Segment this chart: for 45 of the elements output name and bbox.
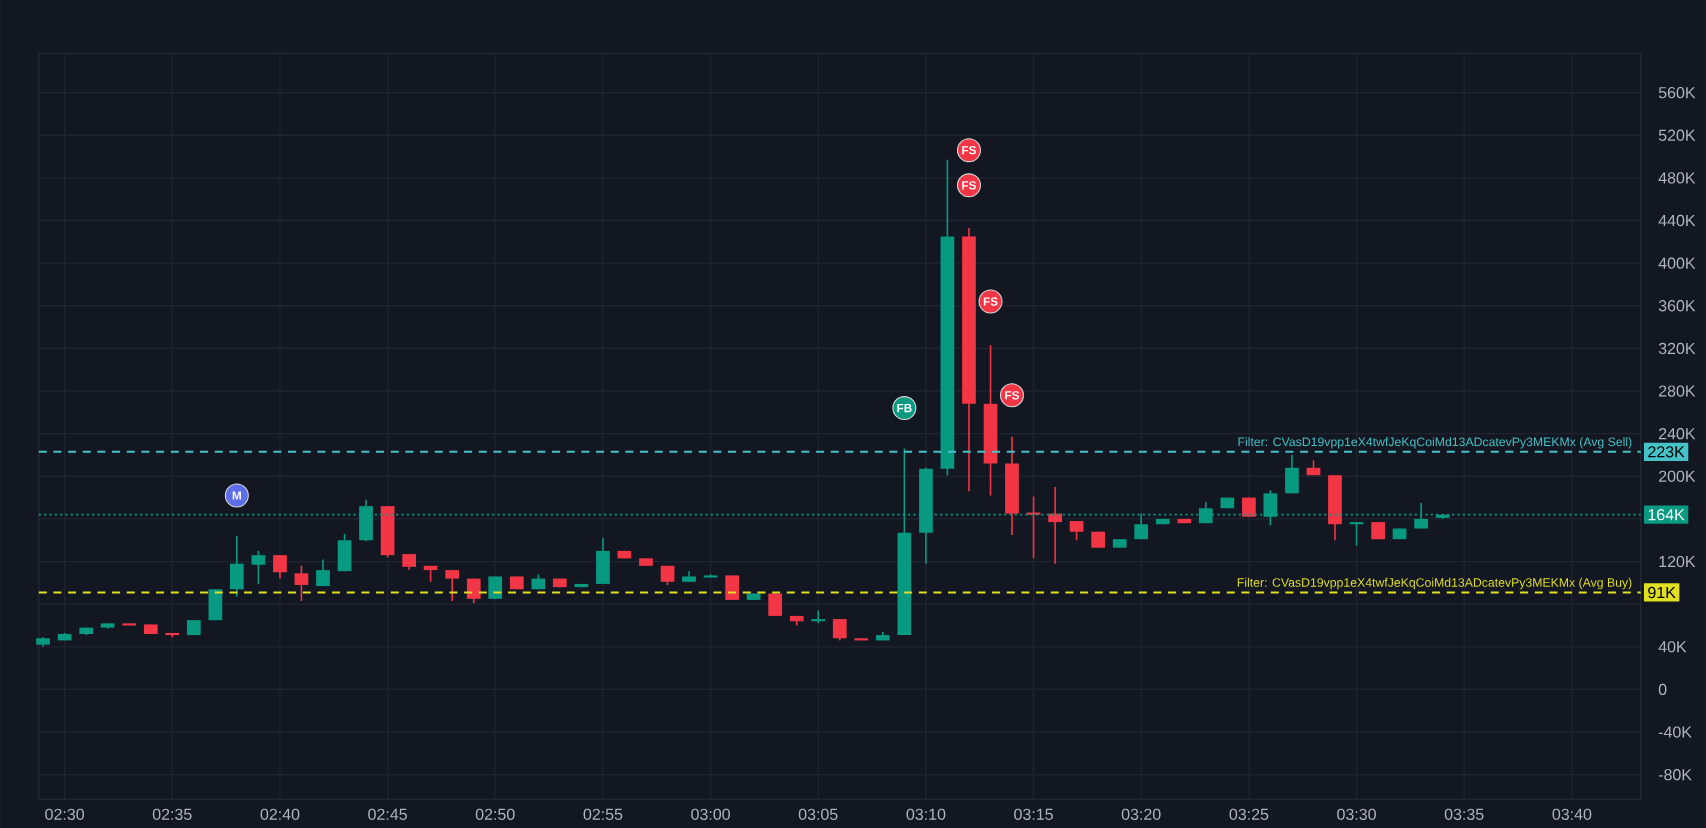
annotation: 164K <box>1648 508 1685 520</box>
candlestick <box>208 588 223 621</box>
y-tick-label: 320K <box>1658 342 1696 354</box>
y-tick-label: -40K <box>1658 726 1692 738</box>
x-tick-label: 03:15 <box>1014 808 1053 820</box>
candlestick <box>466 577 481 604</box>
candlestick <box>229 534 244 598</box>
x-tick-label: 02:40 <box>260 808 300 820</box>
y-tick-label: 520K <box>1658 129 1696 141</box>
y-tick-label: 0 <box>1658 683 1667 695</box>
candlestick <box>251 549 266 585</box>
y-tick-label: 480K <box>1658 171 1696 184</box>
y-tick-label: 120K <box>1659 555 1696 567</box>
x-tick-label: 03:30 <box>1337 808 1376 820</box>
x-tick-label: 03:10 <box>906 808 946 820</box>
candlestick <box>725 574 740 601</box>
candlestick <box>294 564 309 602</box>
candlestick <box>316 558 330 587</box>
x-tick-label: 02:55 <box>583 808 623 820</box>
x-tick-label: 03:05 <box>798 808 838 820</box>
x-tick-label: 02:35 <box>152 808 192 820</box>
candlestick <box>1285 453 1299 494</box>
y-tick-label: 440K <box>1658 214 1696 226</box>
annotation: 223K <box>1648 445 1685 458</box>
y-tick-label: 560K <box>1658 86 1696 98</box>
y-tick-label: 40K <box>1658 640 1687 653</box>
x-tick-label: 02:30 <box>45 808 85 820</box>
candlestick <box>337 532 352 572</box>
candlestick <box>811 609 826 624</box>
y-tick-label: -80K <box>1658 768 1692 780</box>
x-tick-label: 03:35 <box>1444 808 1484 820</box>
y-tick-label: 280K <box>1658 384 1696 397</box>
x-tick-label: 03:00 <box>691 808 730 820</box>
y-tick-label: 400K <box>1658 257 1696 269</box>
annotation: 91K <box>1648 586 1676 598</box>
y-tick-label: 240K <box>1658 427 1696 439</box>
candlestick <box>596 536 610 585</box>
candlestick <box>445 568 460 602</box>
y-tick-label: 200K <box>1658 470 1696 482</box>
x-tick-label: 03:40 <box>1552 808 1592 820</box>
x-tick-label: 02:45 <box>368 808 407 820</box>
x-tick-label: 03:20 <box>1121 808 1161 820</box>
x-tick-label: 02:50 <box>475 808 515 820</box>
x-tick-label: 03:25 <box>1229 808 1269 820</box>
y-tick-label: 360K <box>1658 299 1696 312</box>
